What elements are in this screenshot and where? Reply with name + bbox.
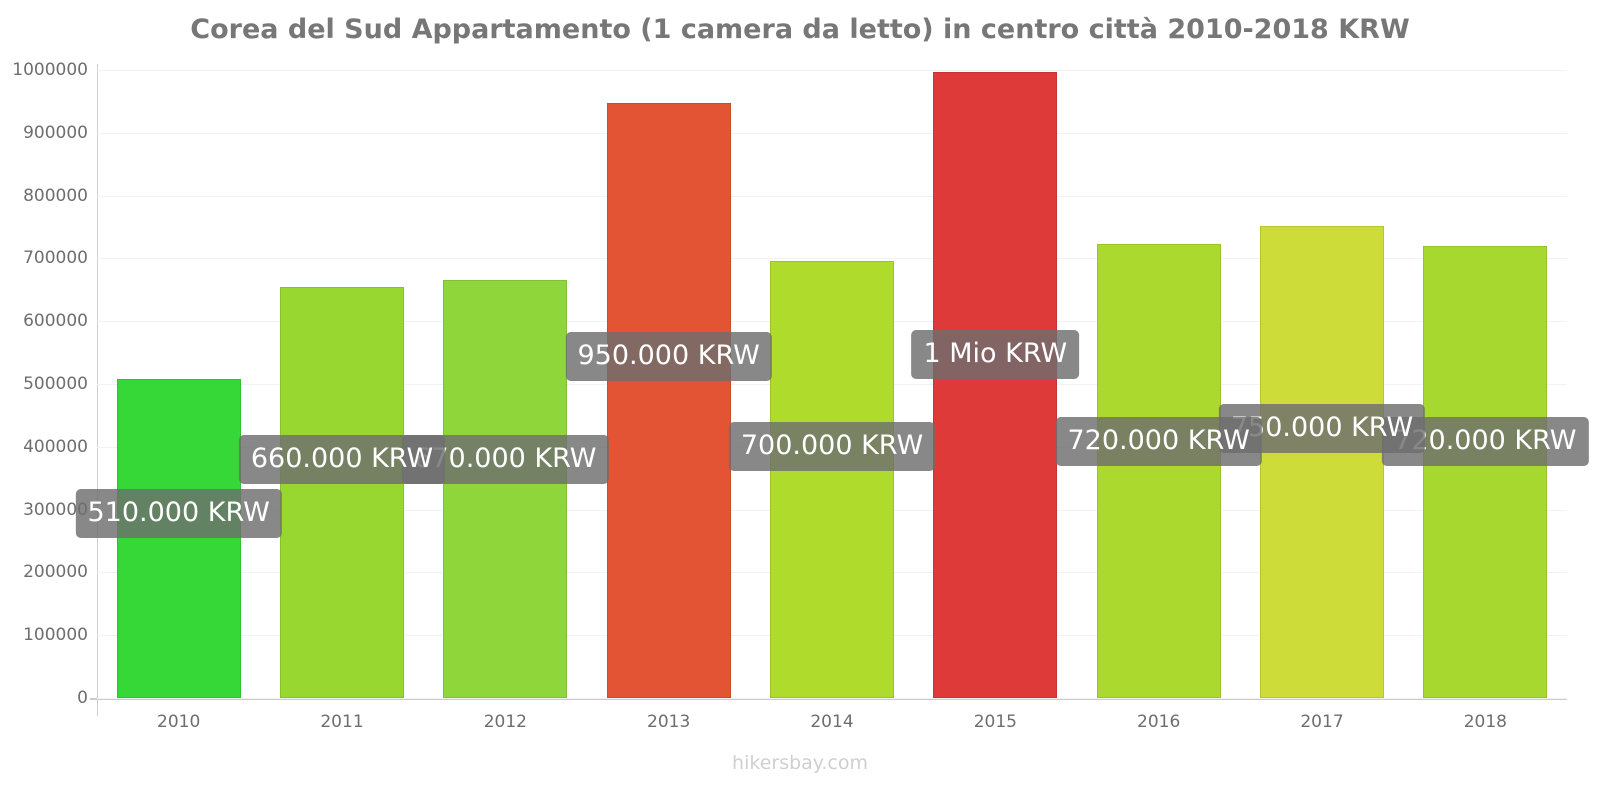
x-axis-tick-label-2014: 2014 [810, 712, 854, 732]
data-label-2015: 1 Mio KRW [911, 330, 1080, 379]
data-label-2014: 700.000 KRW [728, 422, 936, 471]
bar-2013[interactable] [606, 102, 731, 698]
x-axis-tick-label-2016: 2016 [1137, 712, 1181, 732]
y-axis-tick-label: 100000 [23, 625, 88, 646]
y-axis-tick-label: 700000 [23, 248, 88, 269]
x-axis-tick-label-2012: 2012 [483, 712, 527, 732]
x-axis-tick-label-2013: 2013 [647, 712, 691, 732]
x-axis-line [90, 698, 1567, 700]
bar-2018[interactable] [1423, 246, 1548, 698]
gridline [97, 258, 1567, 260]
data-label-2013: 950.000 KRW [565, 332, 772, 381]
gridline [97, 195, 1567, 197]
source-watermark: hikersbay.com [732, 752, 868, 774]
bar-2015[interactable] [933, 71, 1058, 698]
x-axis-tick-label-2010: 2010 [157, 712, 201, 732]
data-label-2010: 510.000 KRW [75, 489, 282, 538]
y-axis-tick-label: 500000 [23, 374, 88, 394]
bar-2011[interactable] [279, 286, 405, 698]
plot-area [97, 70, 1567, 699]
y-axis-tick-label: 400000 [23, 436, 88, 457]
x-axis-tick-label-2015: 2015 [973, 712, 1017, 732]
gridline [97, 698, 1567, 699]
x-axis-tick-label-2018: 2018 [1463, 712, 1507, 732]
bar-2012[interactable] [443, 280, 568, 698]
data-label-2011: 660.000 KRW [238, 435, 446, 484]
data-label-2016: 720.000 KRW [1055, 417, 1262, 466]
bar-2016[interactable] [1096, 243, 1221, 698]
y-axis-tick-label: 300000 [23, 499, 88, 520]
bar-2014[interactable] [769, 260, 895, 698]
gridline [97, 132, 1567, 134]
bar-2017[interactable] [1259, 225, 1385, 698]
y-axis-tick-label: 0 [77, 688, 88, 708]
bar-2010[interactable] [116, 378, 241, 698]
y-axis-tick-label: 200000 [23, 562, 88, 583]
y-axis-tick-label: 900000 [23, 122, 88, 143]
y-axis-tick-label: 600000 [23, 311, 88, 332]
x-axis-tick-label-2017: 2017 [1300, 712, 1344, 732]
y-axis-tick-label: 800000 [23, 185, 88, 206]
x-axis-tick-label-2011: 2011 [320, 712, 364, 732]
y-axis-tick-label: 1000000 [12, 60, 88, 80]
x-axis-origin-tick [97, 698, 98, 716]
gridline [97, 70, 1567, 71]
page-title: Corea del Sud Appartamento (1 camera da … [190, 14, 1410, 45]
